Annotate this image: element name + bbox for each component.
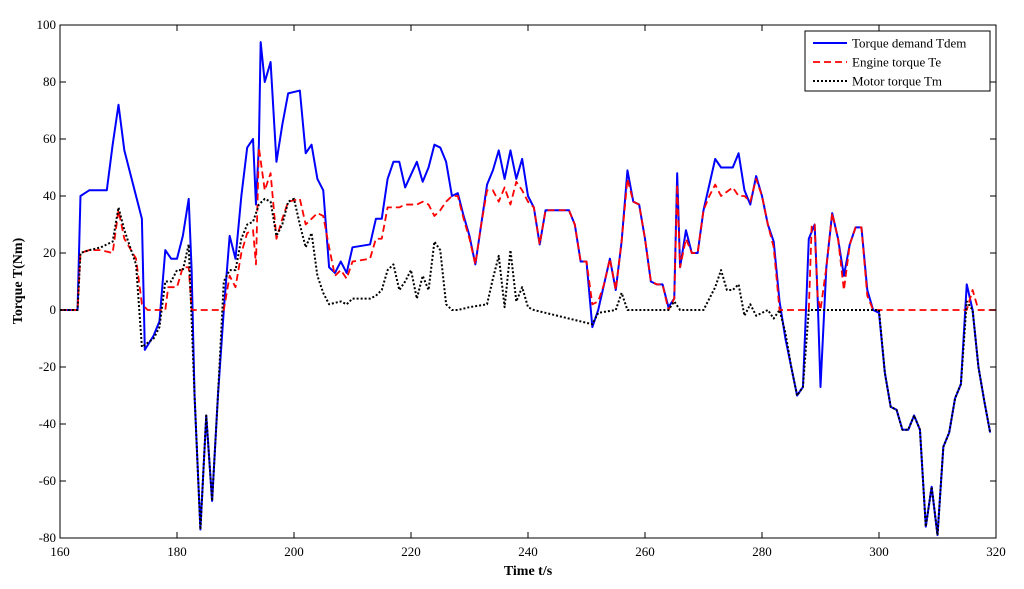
x-tick-label: 320	[986, 544, 1006, 559]
y-tick-label: 100	[37, 17, 57, 32]
y-axis-title: Torque T(Nm)	[11, 237, 26, 324]
legend-label-3: Motor torque Tm	[852, 74, 942, 89]
x-tick-label: 260	[635, 544, 655, 559]
y-tick-label: 20	[43, 245, 56, 260]
plot-area	[60, 25, 996, 538]
series-line-1	[60, 41, 992, 537]
x-tick-label: 220	[401, 544, 421, 559]
series-line-3	[60, 197, 992, 537]
y-tick-label: 60	[43, 131, 56, 146]
x-tick-label: 300	[869, 544, 889, 559]
legend: Torque demand Tdem Engine torque Te Motor …	[804, 30, 991, 92]
legend-label-2: Engine torque Te	[852, 55, 941, 70]
series-line-2	[60, 146, 996, 311]
axes-layer: 160 180 200 220 240 260 280 300 320 -80 -60 -40 -20 0…	[37, 17, 1006, 559]
y-tick-label: 80	[43, 74, 56, 89]
y-tick-label: 0	[50, 302, 57, 317]
x-tick-label: 200	[284, 544, 304, 559]
x-tick-label: 160	[50, 544, 70, 559]
y-tick-label: -20	[39, 359, 56, 374]
y-tick-label: -80	[39, 530, 56, 545]
plot-background	[60, 25, 996, 538]
x-axis-title: Time t/s	[504, 564, 553, 579]
legend-label-1: Torque demand Tdem	[852, 36, 966, 51]
x-tick-label: 280	[752, 544, 772, 559]
y-tick-label: -60	[39, 473, 56, 488]
series-layer	[60, 41, 996, 537]
y-tick-label: 40	[43, 188, 56, 203]
x-tick-label: 180	[167, 544, 187, 559]
legend-box	[804, 30, 991, 92]
y-tick-label: -40	[39, 416, 56, 431]
x-tick-label: 240	[518, 544, 538, 559]
